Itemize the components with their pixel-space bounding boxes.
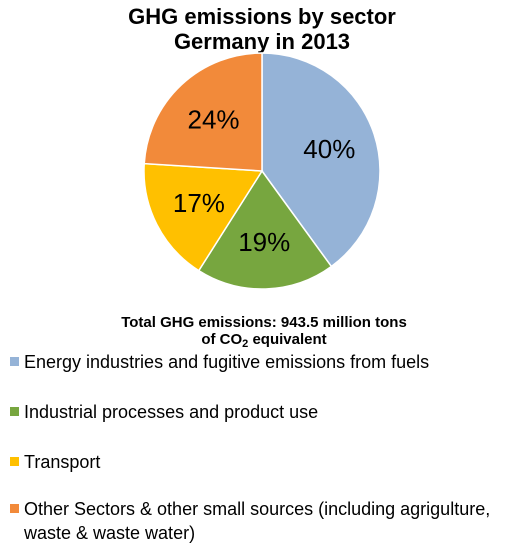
total-emissions-note-line2: of CO2 equivalent xyxy=(40,331,488,353)
chart-subtitle: Germany in 2013 xyxy=(173,29,351,54)
legend-swatch-other xyxy=(10,504,19,513)
legend-label-other: Other Sectors & other small sources (inc… xyxy=(24,499,491,543)
legend-label-transport: Transport xyxy=(24,452,101,472)
legend-label-energy: Energy industries and fugitive emissions… xyxy=(24,352,430,372)
pie-slice-industrial xyxy=(197,169,333,290)
legend-swatch-energy xyxy=(10,357,19,366)
pie-label-other: 24% xyxy=(188,104,240,134)
co2-prefix: of CO xyxy=(201,331,243,348)
co2-suffix: equivalent xyxy=(248,331,327,348)
co2-subscript: 2 xyxy=(242,338,249,350)
total-emissions-note-line1: Total GHG emissions: 943.5 million tons xyxy=(121,314,407,331)
pie-label-energy: 40% xyxy=(303,134,355,164)
legend-swatch-transport xyxy=(10,457,19,466)
pie-label-transport: 17% xyxy=(173,188,225,218)
pie-label-industrial: 19% xyxy=(238,227,290,257)
legend-swatch-industrial xyxy=(10,407,19,416)
legend-label-industrial: Industrial processes and product use xyxy=(24,402,319,422)
chart-title: GHG emissions by sector xyxy=(128,4,396,29)
pie-slice-other xyxy=(143,52,263,172)
pie-slice-energy xyxy=(261,52,381,268)
pie-slice-transport xyxy=(143,162,264,272)
pie-chart: 40% 19% 17% 24% xyxy=(143,52,381,290)
